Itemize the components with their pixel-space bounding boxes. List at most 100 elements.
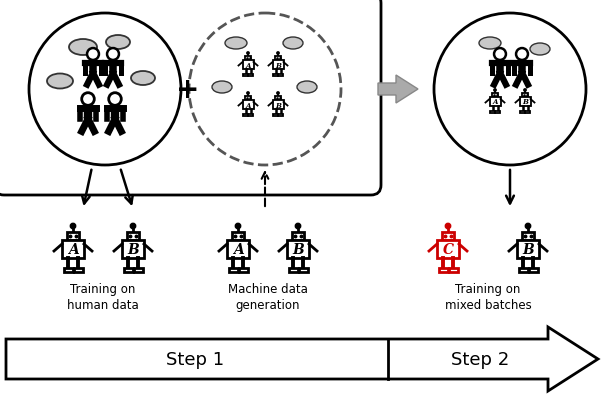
Ellipse shape — [297, 82, 317, 94]
Text: B: B — [292, 242, 304, 256]
Text: A: A — [233, 242, 243, 256]
Ellipse shape — [283, 38, 303, 50]
FancyBboxPatch shape — [62, 241, 84, 258]
Circle shape — [71, 225, 75, 229]
FancyBboxPatch shape — [439, 268, 448, 272]
FancyBboxPatch shape — [133, 268, 143, 272]
FancyBboxPatch shape — [490, 112, 495, 113]
FancyBboxPatch shape — [242, 101, 254, 110]
FancyBboxPatch shape — [74, 268, 83, 272]
FancyBboxPatch shape — [519, 98, 530, 107]
FancyBboxPatch shape — [123, 268, 132, 272]
FancyBboxPatch shape — [442, 233, 454, 241]
Ellipse shape — [47, 74, 73, 89]
Circle shape — [494, 49, 506, 61]
Circle shape — [29, 14, 181, 166]
Text: A: A — [245, 61, 251, 69]
FancyBboxPatch shape — [437, 241, 459, 258]
Text: B: B — [127, 242, 139, 256]
Ellipse shape — [530, 44, 550, 56]
Circle shape — [109, 93, 121, 106]
Ellipse shape — [106, 36, 130, 50]
FancyBboxPatch shape — [243, 115, 248, 116]
FancyBboxPatch shape — [289, 268, 298, 272]
FancyBboxPatch shape — [239, 268, 248, 272]
Circle shape — [524, 90, 526, 92]
Circle shape — [494, 90, 496, 92]
FancyBboxPatch shape — [287, 241, 309, 258]
FancyBboxPatch shape — [248, 75, 252, 77]
FancyBboxPatch shape — [492, 94, 498, 98]
Circle shape — [277, 53, 279, 55]
Circle shape — [189, 14, 341, 166]
FancyBboxPatch shape — [273, 115, 278, 116]
Circle shape — [107, 49, 119, 61]
FancyBboxPatch shape — [63, 268, 72, 272]
Text: Training on
mixed batches: Training on mixed batches — [445, 282, 532, 311]
Polygon shape — [6, 327, 598, 391]
FancyBboxPatch shape — [528, 268, 538, 272]
FancyBboxPatch shape — [275, 57, 281, 61]
FancyBboxPatch shape — [122, 241, 144, 258]
FancyBboxPatch shape — [0, 0, 381, 196]
FancyBboxPatch shape — [245, 57, 251, 61]
FancyBboxPatch shape — [273, 75, 278, 77]
FancyBboxPatch shape — [520, 112, 525, 113]
FancyBboxPatch shape — [298, 268, 307, 272]
Circle shape — [247, 53, 249, 55]
Circle shape — [87, 49, 99, 61]
Circle shape — [277, 93, 279, 95]
Text: B: B — [522, 98, 528, 106]
Text: Machine data
generation: Machine data generation — [228, 282, 308, 311]
Polygon shape — [378, 76, 418, 104]
Text: B: B — [275, 101, 281, 109]
FancyBboxPatch shape — [232, 233, 244, 241]
Circle shape — [131, 225, 135, 229]
FancyBboxPatch shape — [275, 97, 281, 101]
Circle shape — [247, 93, 249, 95]
FancyBboxPatch shape — [292, 233, 304, 241]
FancyBboxPatch shape — [243, 75, 248, 77]
FancyBboxPatch shape — [489, 98, 501, 107]
FancyBboxPatch shape — [518, 268, 527, 272]
Circle shape — [446, 225, 450, 229]
FancyBboxPatch shape — [522, 233, 534, 241]
Text: +: + — [176, 76, 200, 104]
FancyBboxPatch shape — [248, 115, 252, 116]
Text: B: B — [275, 61, 281, 69]
Ellipse shape — [69, 40, 97, 56]
Ellipse shape — [131, 72, 155, 86]
FancyBboxPatch shape — [449, 268, 457, 272]
FancyBboxPatch shape — [227, 241, 249, 258]
FancyBboxPatch shape — [525, 112, 530, 113]
Ellipse shape — [479, 38, 501, 50]
Circle shape — [434, 14, 586, 166]
FancyBboxPatch shape — [495, 112, 500, 113]
FancyBboxPatch shape — [127, 233, 139, 241]
Circle shape — [82, 93, 94, 106]
FancyBboxPatch shape — [272, 101, 283, 110]
Text: Step 2: Step 2 — [451, 350, 509, 368]
FancyBboxPatch shape — [67, 233, 79, 241]
Circle shape — [526, 225, 530, 229]
Text: Training on
human data: Training on human data — [67, 282, 139, 311]
FancyBboxPatch shape — [522, 94, 528, 98]
Text: A: A — [245, 101, 251, 109]
Circle shape — [236, 225, 240, 229]
Circle shape — [516, 49, 528, 61]
Text: A: A — [492, 98, 498, 106]
Text: Step 1: Step 1 — [166, 350, 224, 368]
Circle shape — [296, 225, 300, 229]
FancyBboxPatch shape — [278, 115, 283, 116]
FancyBboxPatch shape — [272, 61, 283, 70]
Text: C: C — [443, 242, 454, 256]
FancyBboxPatch shape — [278, 75, 283, 77]
FancyBboxPatch shape — [245, 97, 251, 101]
Text: A: A — [68, 242, 79, 256]
Ellipse shape — [212, 82, 232, 94]
Text: B: B — [522, 242, 534, 256]
Ellipse shape — [225, 38, 247, 50]
FancyBboxPatch shape — [242, 61, 254, 70]
FancyBboxPatch shape — [228, 268, 237, 272]
FancyBboxPatch shape — [517, 241, 539, 258]
